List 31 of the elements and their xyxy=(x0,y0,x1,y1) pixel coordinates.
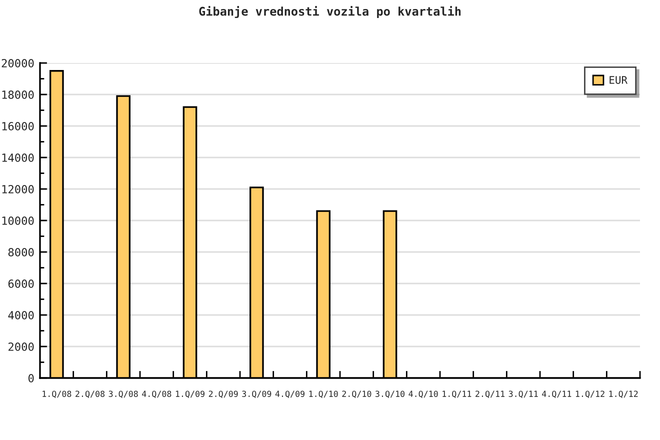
x-tick-label: 2.Q/08 xyxy=(76,390,105,398)
x-tick-label: 3.Q/10 xyxy=(376,390,405,398)
y-tick-label: 12000 xyxy=(2,185,34,194)
x-tick-label: 2.Q/09 xyxy=(208,390,238,398)
x-tick-label: 2.Q/11 xyxy=(476,390,504,398)
x-tick-label: 1.Q/12 xyxy=(609,390,638,398)
y-tick-label: 2000 xyxy=(8,342,34,351)
y-tick-label: 14000 xyxy=(2,154,34,162)
y-tick-label: 6000 xyxy=(8,280,34,288)
x-tick-label: 3.Q/09 xyxy=(242,390,272,398)
y-tick-label: 10000 xyxy=(2,216,34,225)
y-tick-label: 20000 xyxy=(2,59,34,68)
x-tick-label: 1.Q/11 xyxy=(442,390,472,398)
x-tick-label: 4.Q/08 xyxy=(142,390,172,398)
y-tick-label: 4000 xyxy=(8,311,34,320)
x-tick-label: 2.Q/10 xyxy=(342,390,372,398)
chart-title: Gibanje vrednosti vozila po kvartalih xyxy=(199,6,461,18)
x-tick-label: 1.Q/12 xyxy=(576,390,604,398)
x-tick-label: 1.Q/09 xyxy=(176,390,204,398)
x-tick-label: 4.Q/10 xyxy=(408,390,438,398)
x-tick-label: 4.Q/11 xyxy=(542,390,572,398)
x-tick-label: 1.Q/10 xyxy=(309,390,338,398)
y-tick-label: 18000 xyxy=(2,90,34,99)
x-tick-label: 3.Q/08 xyxy=(108,390,138,398)
x-tick-label: 1.Q/08 xyxy=(42,390,72,398)
y-tick-label: 0 xyxy=(28,374,34,382)
x-tick-label: 3.Q/11 xyxy=(508,390,538,398)
y-tick-label: 16000 xyxy=(2,122,34,130)
legend-label: EUR xyxy=(610,76,628,84)
x-tick-label: 4.Q/09 xyxy=(275,390,304,398)
y-tick-label: 8000 xyxy=(8,248,34,256)
